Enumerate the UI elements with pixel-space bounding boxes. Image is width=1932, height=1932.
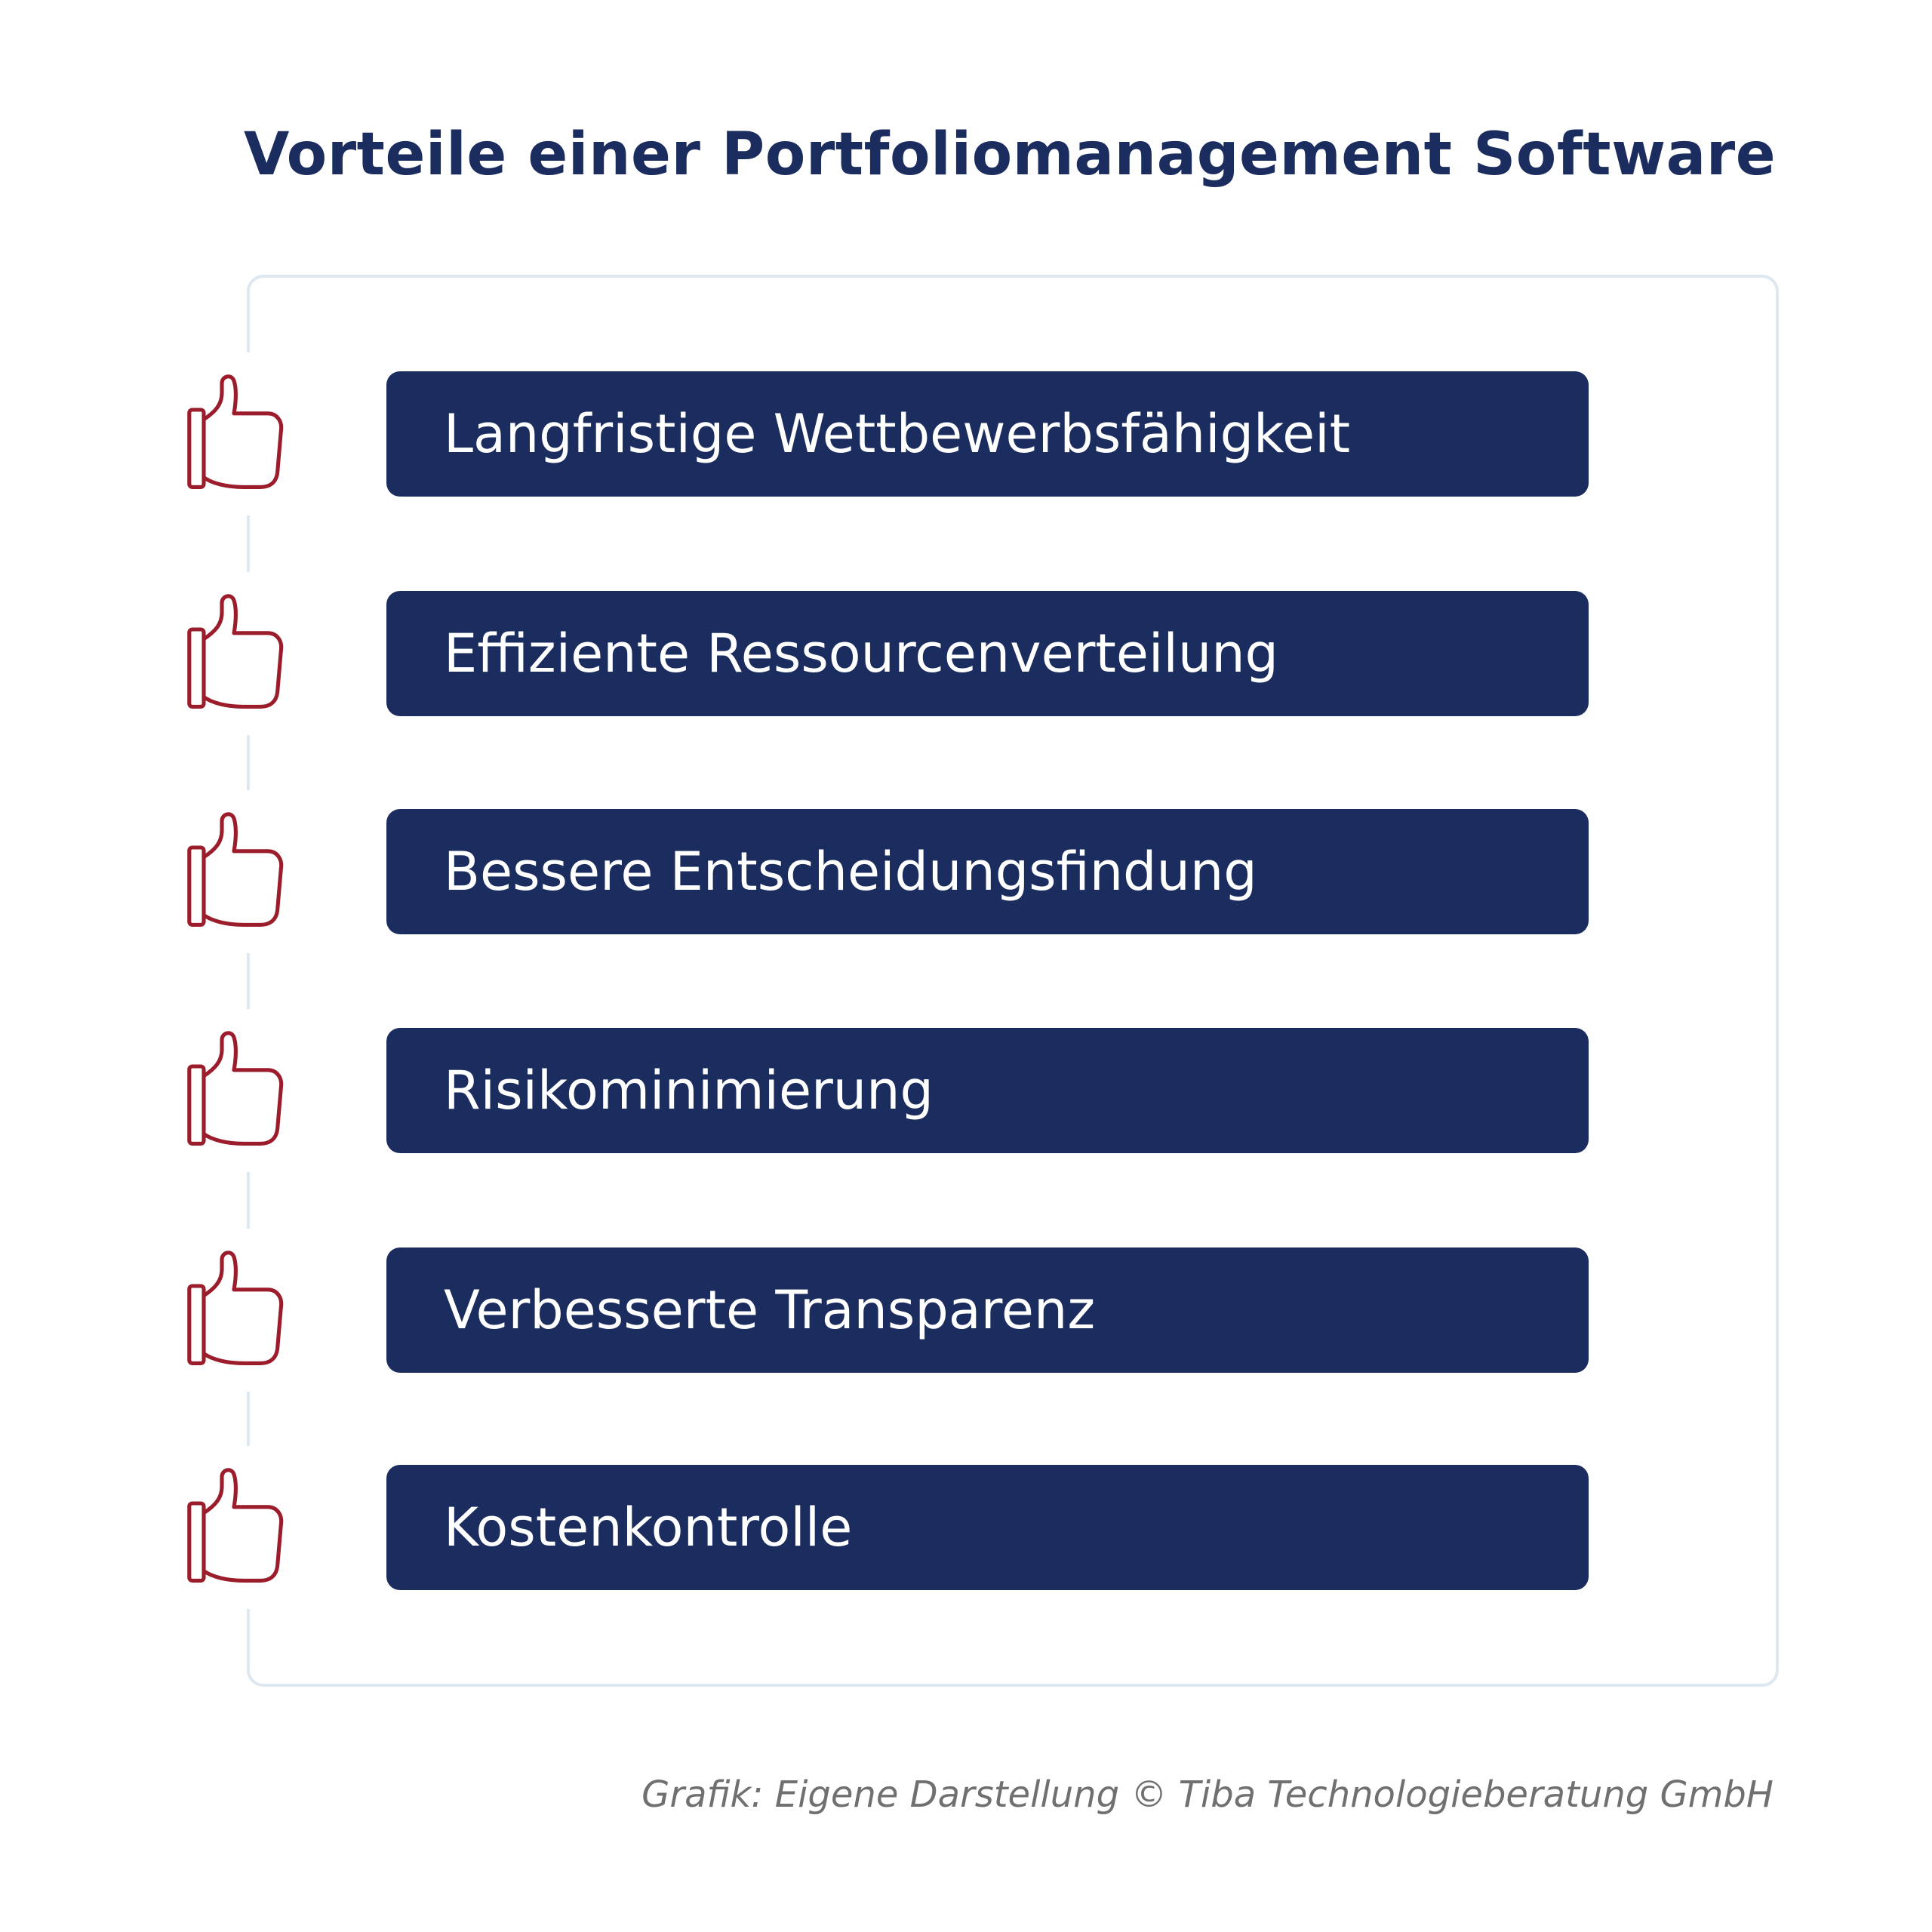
- benefit-item: Kostenkontrolle: [0, 1446, 1932, 1609]
- benefit-bar: Kostenkontrolle: [386, 1465, 1589, 1590]
- thumbs-up-icon: [178, 790, 314, 953]
- benefit-label: Verbesserte Transparenz: [444, 1279, 1096, 1341]
- content-frame: [247, 275, 1779, 1687]
- page-title: Vorteile einer Portfoliomanagement Softw…: [244, 121, 1777, 189]
- benefit-item: Risikominimierung: [0, 1009, 1932, 1172]
- benefit-item: Effiziente Ressourcenverteilung: [0, 572, 1932, 735]
- benefit-bar: Langfristige Wettbewerbsfähigkeit: [386, 371, 1589, 497]
- thumbs-up-icon: [178, 572, 314, 735]
- benefit-item: Verbesserte Transparenz: [0, 1229, 1932, 1392]
- benefit-label: Langfristige Wettbewerbsfähigkeit: [444, 403, 1351, 465]
- benefit-item: Bessere Entscheidungsfindung: [0, 790, 1932, 953]
- thumbs-up-icon: [178, 352, 314, 515]
- benefit-bar: Verbesserte Transparenz: [386, 1247, 1589, 1373]
- benefit-label: Effiziente Ressourcenverteilung: [444, 623, 1278, 685]
- thumbs-up-icon: [178, 1446, 314, 1609]
- benefit-label: Bessere Entscheidungsfindung: [444, 841, 1257, 903]
- benefit-label: Risikominimierung: [444, 1060, 934, 1121]
- benefit-item: Langfristige Wettbewerbsfähigkeit: [0, 352, 1932, 515]
- source-caption: Grafik: Eigene Darstellung © Tiba Techno…: [641, 1774, 1774, 1816]
- benefit-label: Kostenkontrolle: [444, 1497, 853, 1558]
- benefit-bar: Risikominimierung: [386, 1028, 1589, 1153]
- benefit-bar: Effiziente Ressourcenverteilung: [386, 591, 1589, 716]
- thumbs-up-icon: [178, 1229, 314, 1392]
- benefit-bar: Bessere Entscheidungsfindung: [386, 809, 1589, 934]
- thumbs-up-icon: [178, 1009, 314, 1172]
